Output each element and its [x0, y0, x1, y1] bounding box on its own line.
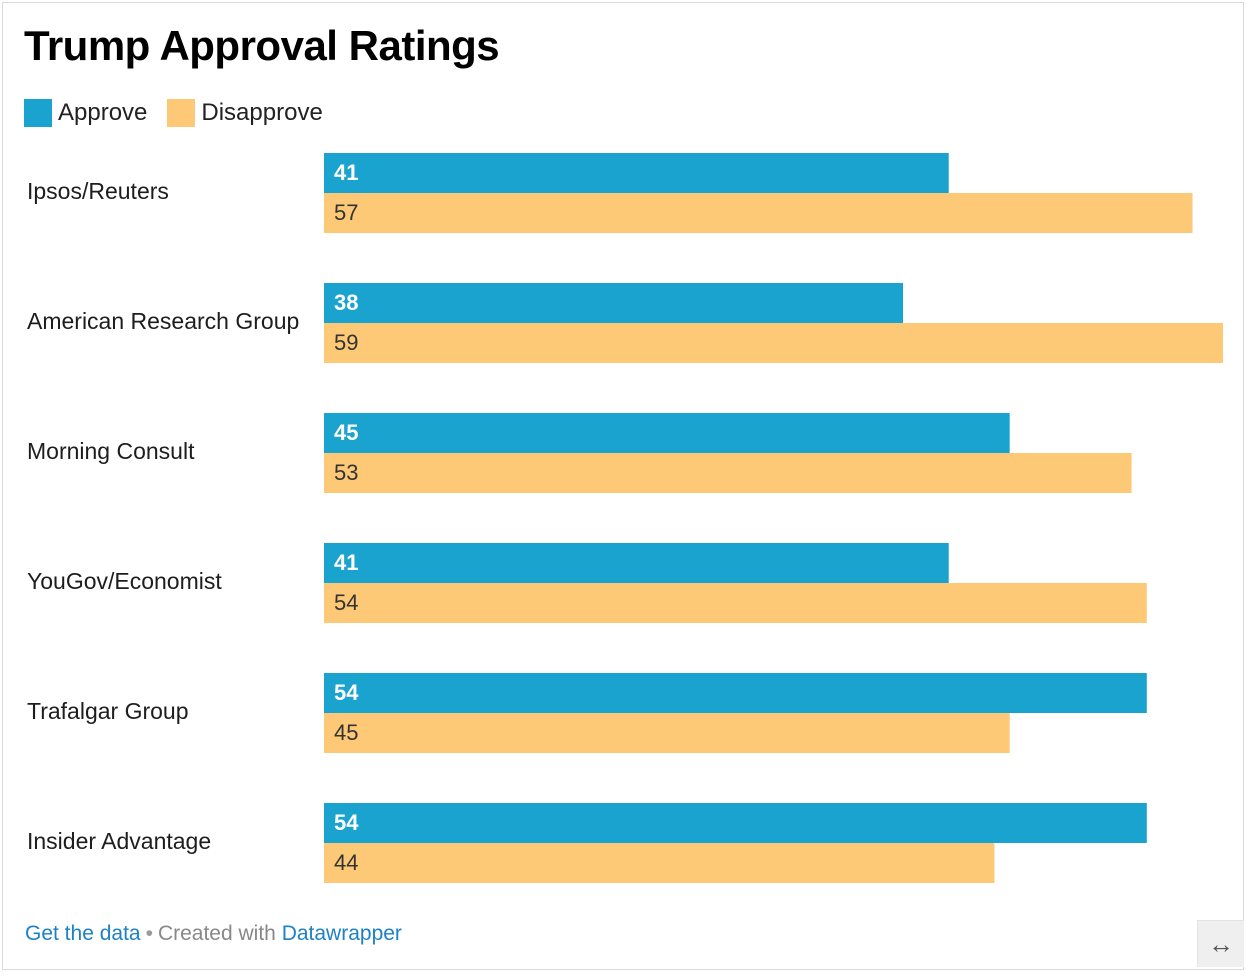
get-data-link[interactable]: Get the data	[25, 922, 141, 945]
bar-disapprove	[324, 323, 1223, 363]
legend-label-approve: Approve	[58, 99, 148, 126]
data-label-approve: 45	[334, 420, 358, 445]
bar-approve	[324, 673, 1147, 713]
data-label-approve: 41	[334, 550, 358, 575]
data-label-disapprove: 59	[334, 330, 358, 355]
datawrapper-link[interactable]: Datawrapper	[281, 922, 402, 945]
bar-disapprove	[324, 453, 1132, 493]
chart-title: Trump Approval Ratings	[24, 22, 500, 69]
data-label-approve: 38	[334, 290, 358, 315]
legend-swatch-approve	[24, 99, 52, 127]
footer-separator: •	[145, 922, 153, 945]
category-label: Insider Advantage	[27, 828, 211, 854]
footer: Get the data • Created with Datawrapper	[25, 922, 402, 946]
expand-icon[interactable]: ↔	[1197, 920, 1244, 967]
category-label: Trafalgar Group	[27, 698, 189, 724]
data-label-approve: 54	[334, 680, 359, 705]
legend-item-disapprove: Disapprove	[167, 99, 323, 127]
category-label: American Research Group	[27, 308, 299, 334]
legend-item-approve: Approve	[24, 99, 147, 127]
created-with-text: Created with	[157, 922, 276, 945]
category-label: Morning Consult	[27, 438, 195, 464]
data-label-disapprove: 44	[334, 850, 358, 875]
legend: Approve Disapprove	[24, 98, 343, 128]
data-label-approve: 41	[334, 160, 358, 185]
bar-approve	[324, 283, 904, 323]
legend-label-disapprove: Disapprove	[201, 99, 323, 126]
legend-swatch-disapprove	[167, 99, 196, 127]
bar-disapprove	[324, 843, 995, 883]
bar-disapprove	[324, 713, 1010, 753]
data-label-disapprove: 54	[334, 590, 358, 615]
data-label-disapprove: 45	[334, 720, 358, 745]
bar-approve	[324, 413, 1010, 453]
bar-approve	[324, 543, 949, 583]
bar-approve	[324, 153, 949, 193]
bar-approve	[324, 803, 1147, 843]
data-label-disapprove: 57	[334, 200, 358, 225]
category-label: Ipsos/Reuters	[27, 178, 169, 204]
category-label: YouGov/Economist	[27, 568, 222, 594]
data-label-disapprove: 53	[334, 460, 358, 485]
bar-disapprove	[324, 193, 1193, 233]
data-label-approve: 54	[334, 810, 359, 835]
bar-disapprove	[324, 583, 1147, 623]
